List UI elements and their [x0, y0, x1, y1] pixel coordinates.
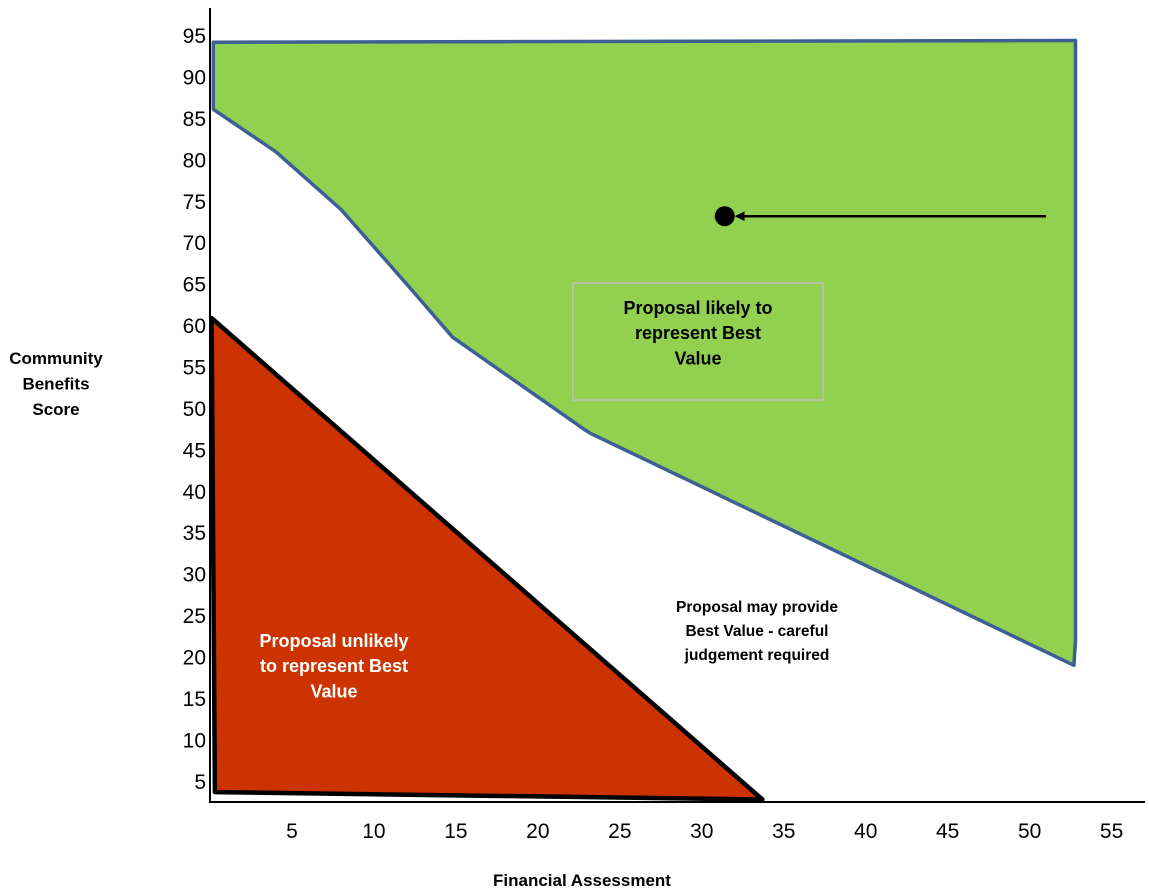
y-tick-label: 65 [183, 274, 206, 297]
y-tick-label: 70 [183, 232, 206, 255]
x-tick-label: 50 [1018, 820, 1041, 843]
y-tick-label: 45 [183, 439, 206, 462]
y-tick-label: 5 [194, 771, 206, 794]
y-tick-label: 30 [183, 564, 206, 587]
y-tick-label: 15 [183, 688, 206, 711]
y-tick-labels: 5 10 15 20 25 30 35 40 45 50 55 60 65 70 75 80 85 90 95 [183, 25, 206, 794]
best-value-zone-label: Proposal likely to represent Best Value [623, 298, 772, 368]
careful-judgement-label-line: Best Value - careful [685, 623, 828, 640]
y-axis-title-line: Community [9, 349, 103, 368]
y-tick-label: 35 [183, 522, 206, 545]
y-tick-label: 25 [183, 605, 206, 628]
y-tick-label: 85 [183, 108, 206, 131]
y-tick-label: 40 [183, 481, 206, 504]
y-tick-label: 80 [183, 149, 206, 172]
y-tick-label: 60 [183, 315, 206, 338]
unlikely-zone-label-line: Value [310, 681, 357, 701]
y-tick-label: 90 [183, 67, 206, 90]
x-tick-label: 55 [1100, 820, 1123, 843]
y-axis-title: Community Benefits Score [9, 349, 103, 419]
y-axis-title-line: Benefits [22, 375, 89, 394]
x-tick-label: 10 [362, 820, 385, 843]
y-tick-label: 20 [183, 647, 206, 670]
best-value-zone-label-line: Value [674, 348, 721, 368]
best-value-zone [211, 38, 1078, 668]
x-tick-label: 20 [526, 820, 549, 843]
y-tick-label: 10 [183, 729, 206, 752]
unlikely-zone-label-line: Proposal unlikely [259, 631, 408, 651]
y-tick-label: 75 [183, 191, 206, 214]
careful-judgement-label: Proposal may provide Best Value - careful… [676, 599, 838, 664]
x-tick-labels: 5 10 15 20 25 30 35 40 45 50 55 [286, 820, 1123, 843]
careful-judgement-label-line: Proposal may provide [676, 599, 838, 616]
unlikely-zone [209, 315, 765, 802]
y-tick-label: 50 [183, 398, 206, 421]
best-value-zone-label-line: Proposal likely to [623, 298, 772, 318]
careful-judgement-label-line: judgement required [684, 647, 830, 664]
x-tick-label: 5 [286, 820, 298, 843]
best-value-label-box [572, 282, 824, 401]
x-tick-label: 30 [690, 820, 713, 843]
y-axis-title-line: Score [32, 400, 79, 419]
x-tick-label: 35 [772, 820, 795, 843]
x-tick-label: 45 [936, 820, 959, 843]
unlikely-zone-label-line: to represent Best [260, 656, 408, 676]
x-tick-label: 15 [444, 820, 467, 843]
y-tick-label: 95 [183, 25, 206, 48]
proposal-point-marker [714, 206, 735, 227]
unlikely-zone-label: Proposal unlikely to represent Best Value [259, 631, 408, 701]
y-tick-label: 55 [183, 357, 206, 380]
x-axis-title: Financial Assessment [493, 871, 671, 890]
best-value-zone-label-line: represent Best [635, 323, 761, 343]
x-tick-label: 25 [608, 820, 631, 843]
x-tick-label: 40 [854, 820, 877, 843]
